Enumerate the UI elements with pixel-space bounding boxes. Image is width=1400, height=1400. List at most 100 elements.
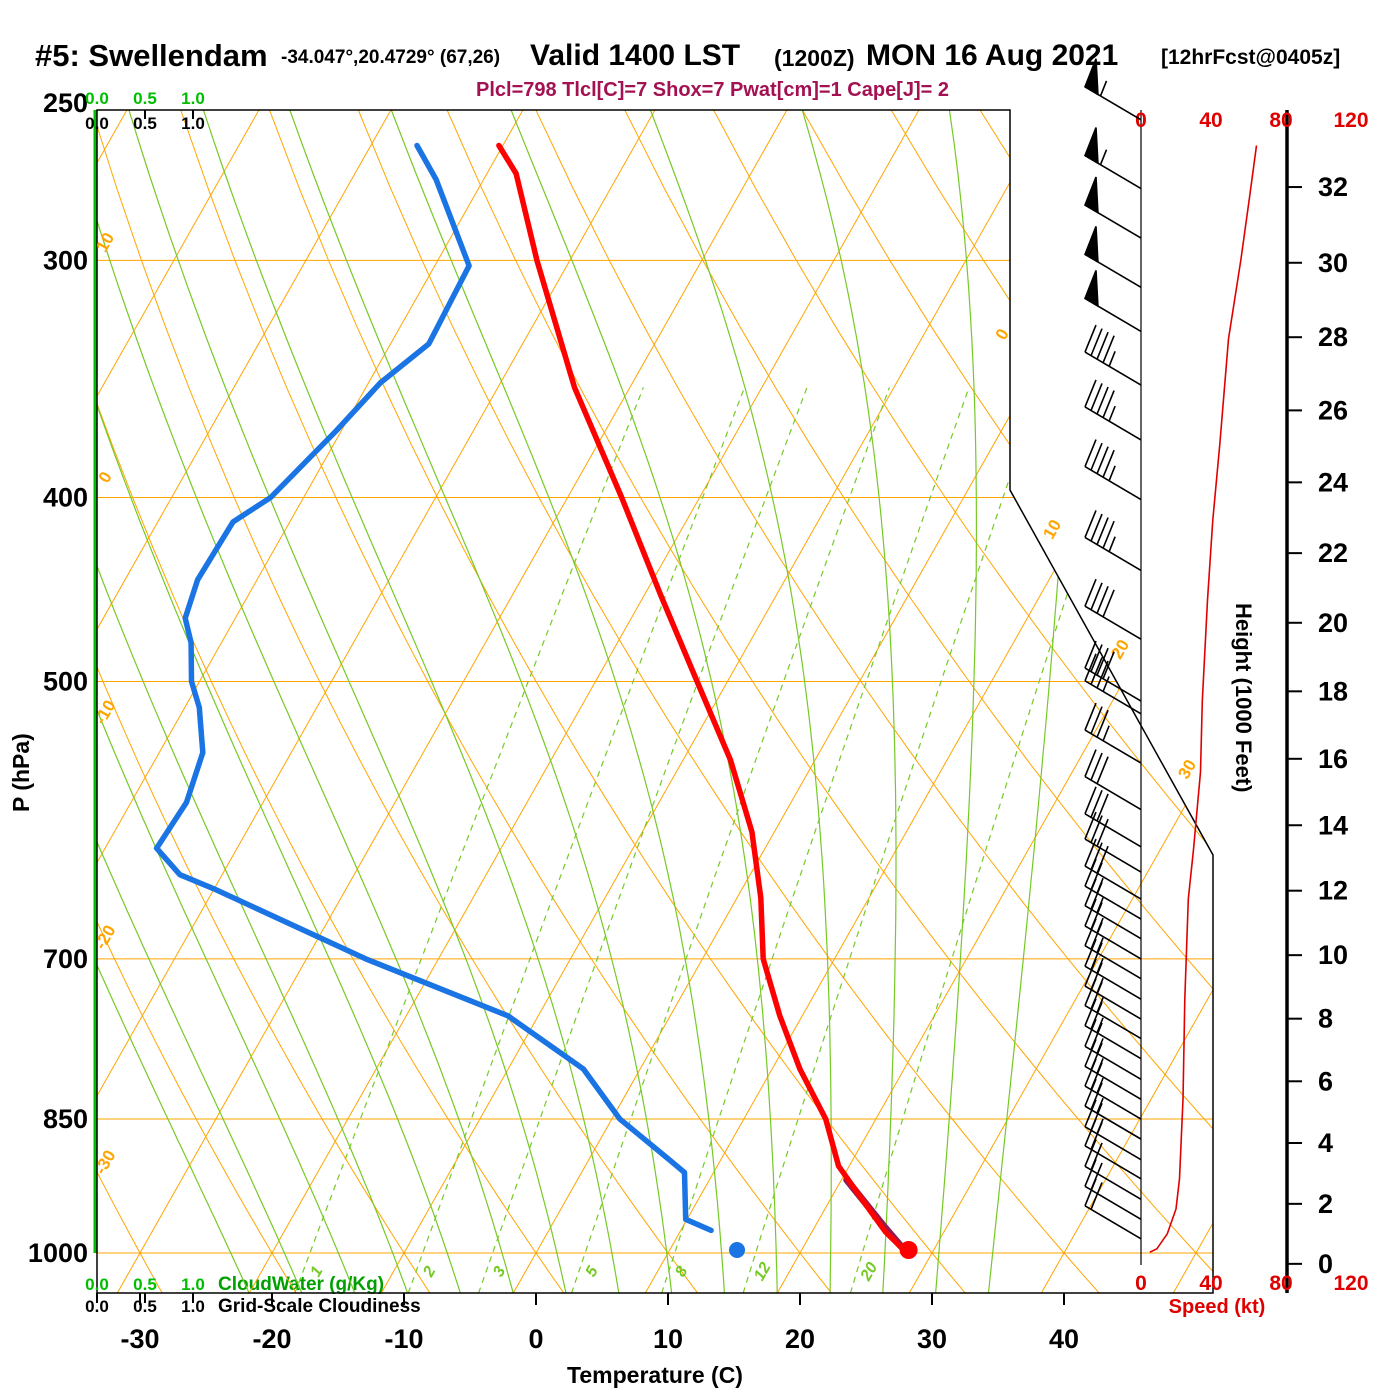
cloudwater-tick-label: 0.0 — [85, 89, 109, 108]
wind-barb-full — [1084, 324, 1097, 353]
wind-barb-full — [1096, 818, 1109, 847]
moist-adiabat-line — [801, 110, 897, 1293]
stability-params: Plcl=798 Tlcl[C]=7 Shox=7 Pwat[cm]=1 Cap… — [476, 79, 949, 101]
wind-barb-full — [1090, 752, 1103, 781]
speed-tick-label: 120 — [1333, 109, 1368, 132]
cloudwater-tick-label: 1.0 — [181, 89, 205, 108]
wind-barb-full — [1090, 1082, 1103, 1110]
height-tick-label: 24 — [1318, 467, 1348, 497]
dry-adiabat-line — [713, 110, 1213, 1293]
wind-barb-full — [1084, 958, 1097, 987]
station-coordinates: -34.047°,20.4729° (67,26) — [281, 47, 501, 68]
wind-barb-flag — [1084, 176, 1099, 215]
wind-barb-half — [1102, 725, 1110, 742]
wind-barb-staff — [1084, 1105, 1142, 1140]
pressure-tick-label: 1000 — [28, 1238, 88, 1268]
height-tick-label: 0 — [1318, 1249, 1333, 1279]
wind-barb-full — [1084, 1078, 1097, 1107]
mixing-ratio-line — [477, 387, 808, 1293]
wind-barb-flag — [1084, 226, 1099, 264]
moist-adiabat-line — [649, 110, 832, 1293]
wind-barb — [1084, 578, 1142, 640]
cloudiness-tick-label: 0.5 — [133, 114, 157, 133]
pressure-tick-label: 300 — [43, 245, 88, 275]
wind-barb — [1084, 324, 1142, 386]
wind-barb-half — [1096, 1097, 1104, 1114]
wind-barb-full — [1084, 898, 1097, 927]
wind-barb-staff — [1084, 1024, 1142, 1060]
speed-axis-label: Speed (kt) — [1168, 1296, 1266, 1318]
wind-barb-full — [1096, 647, 1109, 676]
wind-barb-staff — [1084, 813, 1142, 848]
wind-barb-full — [1102, 520, 1115, 549]
wind-barb-full — [1084, 786, 1097, 815]
mixing-ratio-label: 2 — [420, 1264, 440, 1281]
wind-barb — [1084, 58, 1142, 121]
wind-barb — [1084, 878, 1142, 940]
wind-barb — [1084, 226, 1142, 289]
isotherm-line — [1040, 110, 1213, 1293]
wind-barb-full — [1090, 442, 1103, 471]
valid-time-zulu: (1200Z) — [774, 45, 855, 71]
isotherm-line — [776, 110, 1213, 1293]
wind-barb-staff — [1084, 865, 1142, 900]
wind-barb-staff — [1084, 406, 1142, 441]
wind-barb-staff — [1084, 1165, 1142, 1201]
speed-tick-label: 40 — [1199, 1272, 1222, 1295]
wind-barb — [1084, 918, 1142, 980]
wind-barb-full — [1084, 938, 1097, 967]
wind-barb — [1084, 1139, 1142, 1201]
wind-barb-full — [1090, 383, 1103, 411]
wind-barb — [1084, 1058, 1142, 1120]
wind-barb-staff — [1084, 775, 1142, 811]
wind-barb — [1084, 439, 1142, 501]
wind-barb — [1084, 270, 1142, 333]
mixing-ratio-line — [742, 387, 1042, 1293]
wind-barb-full — [1090, 513, 1103, 542]
wind-barb-full — [1096, 709, 1109, 738]
wind-barb-staff — [1084, 904, 1142, 940]
surface-dewpoint-dot — [729, 1242, 746, 1258]
height-tick-label: 8 — [1318, 1004, 1333, 1034]
wind-barb-staff — [1084, 1205, 1142, 1240]
cloudwater-tick-label: 0.0 — [85, 1275, 109, 1294]
dry-adiabat-label: 0 — [95, 468, 116, 486]
mixing-ratio-label: 5 — [583, 1263, 603, 1280]
wind-barb-full — [1084, 653, 1097, 682]
wind-barb — [1084, 379, 1142, 441]
wind-barb-staff — [1084, 351, 1142, 386]
isotherm-line — [644, 110, 1213, 1293]
isotherm-line — [248, 110, 920, 1293]
wind-barb-full — [1090, 790, 1103, 818]
dry-adiabat-line — [535, 110, 1213, 1293]
wind-barb-full — [1084, 1118, 1097, 1147]
wind-barb — [1084, 998, 1142, 1060]
isotherm-line — [97, 110, 524, 1293]
moist-adiabat-line — [128, 110, 567, 1293]
wind-barb-flag — [1084, 127, 1099, 165]
speed-tick-label: 120 — [1333, 1272, 1368, 1295]
grid-layer — [97, 110, 1213, 1293]
dry-adiabat-line — [97, 110, 699, 1293]
dry-adiabat-line — [97, 110, 565, 1293]
temp-tick-label: 0 — [528, 1324, 543, 1354]
wind-barb-half — [1096, 937, 1104, 954]
dry-adiabat-line — [97, 110, 163, 1293]
wind-barb — [1084, 786, 1142, 848]
dewpoint-curve — [153, 142, 714, 1234]
wind-barb-staff — [1084, 1126, 1142, 1161]
wind-barb-full — [1096, 517, 1109, 545]
temp-tick-label: 40 — [1049, 1324, 1079, 1354]
moist-adiabat-line — [97, 110, 250, 1293]
height-tick-label: 10 — [1318, 940, 1348, 970]
wind-barb-half — [1108, 350, 1116, 367]
temp-tick-label: 10 — [653, 1324, 683, 1354]
wind-barb-full — [1096, 586, 1109, 614]
temperature-curve — [496, 142, 910, 1256]
wind-barb-half — [1102, 676, 1110, 692]
mixing-ratio-label: 12 — [751, 1260, 775, 1284]
mixing-ratio-label: 1 — [307, 1264, 326, 1280]
cloudiness-scale-label: Grid-Scale Cloudiness — [218, 1296, 421, 1317]
cloudwater-tick-label: 1.0 — [181, 1275, 205, 1294]
